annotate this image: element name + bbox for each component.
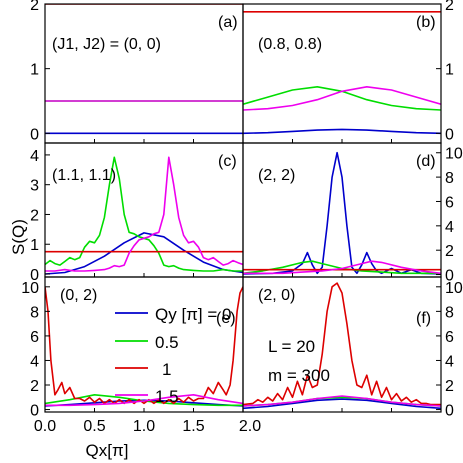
panel-frame-d bbox=[242, 142, 442, 278]
series-qy1-f bbox=[243, 282, 441, 406]
ytick-label-e: 0 bbox=[30, 403, 39, 420]
panel-tag-b: (b) bbox=[416, 14, 436, 31]
series-qy15-c bbox=[45, 156, 243, 272]
ytick-label-e: 4 bbox=[30, 353, 39, 370]
y-axis-label: S(Q) bbox=[9, 219, 28, 255]
series-qy0-f bbox=[243, 398, 441, 410]
x-axis-label: Qx[π] bbox=[86, 441, 129, 460]
ytick-label-f: 8 bbox=[445, 304, 454, 321]
ytick-label-c: 0 bbox=[30, 267, 39, 284]
series-qy15-f bbox=[243, 395, 441, 407]
ytick-label-d: 6 bbox=[445, 194, 454, 211]
panel-b: 0 1 2 (b) (0.8, 0.8) bbox=[242, 0, 454, 144]
ytick-label-c: 3 bbox=[30, 178, 39, 195]
ytick-label-f: 10 bbox=[445, 280, 463, 297]
ytick-label-d: 2 bbox=[445, 243, 454, 260]
panel-tag-d: (d) bbox=[416, 153, 436, 170]
panel-frame-b bbox=[242, 3, 442, 144]
panel-c: 0 1 2 3 4 (c) (1.1, 1.1) bbox=[30, 142, 244, 284]
ytick-label-a: 2 bbox=[30, 0, 39, 14]
series-qy1-e bbox=[45, 286, 243, 405]
panel-tag-a: (a) bbox=[218, 14, 238, 31]
legend-label-qy05: 0.5 bbox=[155, 333, 179, 352]
panel-label-d: (2, 2) bbox=[258, 167, 295, 184]
legend-label-qy1: 1 bbox=[162, 360, 171, 379]
ytick-label-e: 10 bbox=[21, 280, 39, 297]
xtick-label-e: 2.0 bbox=[239, 418, 261, 435]
panel-tag-f: (f) bbox=[416, 310, 431, 327]
ytick-label-c: 1 bbox=[30, 237, 39, 254]
ytick-label-a: 1 bbox=[30, 62, 39, 79]
ytick-label-e: 2 bbox=[30, 378, 39, 395]
param-m: m = 300 bbox=[268, 366, 330, 385]
legend: Qy [π] = 0 0.5 1 1.5 bbox=[115, 305, 231, 406]
series-qy05-b bbox=[243, 86, 441, 111]
ytick-label-f: 0 bbox=[445, 403, 454, 420]
series-qy0-c bbox=[45, 232, 243, 275]
ytick-label-f: 4 bbox=[445, 353, 454, 370]
ytick-label-a: 0 bbox=[30, 126, 39, 143]
ytick-label-e: 8 bbox=[30, 304, 39, 321]
ytick-label-d: 0 bbox=[445, 268, 454, 285]
ytick-label-f: 2 bbox=[445, 378, 454, 395]
series-qy0-d bbox=[243, 151, 441, 275]
ytick-label-c: 4 bbox=[30, 148, 39, 165]
panel-label-c: (1.1, 1.1) bbox=[52, 167, 116, 184]
param-L: L = 20 bbox=[268, 337, 315, 356]
panel-a: 0 1 2 (a) (J1, J2) = (0, 0) bbox=[30, 0, 244, 144]
ytick-label-d: 8 bbox=[445, 170, 454, 187]
xtick-label-e: 0.5 bbox=[83, 418, 105, 435]
series-qy05-c bbox=[45, 156, 243, 272]
series-qy15-b bbox=[243, 86, 441, 111]
xtick-label-e: 1.0 bbox=[133, 418, 155, 435]
ytick-label-b: 1 bbox=[445, 62, 454, 79]
panel-f: 0 2 4 6 8 10 (f) (2, 0) bbox=[242, 276, 463, 420]
ytick-label-d: 10 bbox=[445, 146, 463, 163]
ytick-label-b: 2 bbox=[445, 0, 454, 14]
ytick-label-f: 6 bbox=[445, 329, 454, 346]
series-qy15-e bbox=[45, 393, 243, 407]
ytick-label-d: 4 bbox=[445, 219, 454, 236]
legend-label-qy0: Qy [π] = 0 bbox=[155, 305, 231, 324]
panel-tag-e: (e) bbox=[216, 310, 236, 327]
ytick-label-c: 2 bbox=[30, 207, 39, 224]
panel-d: 0 2 4 6 8 10 (d) (2, 2) bbox=[242, 142, 463, 285]
legend-label-qy15: 1.5 bbox=[155, 387, 179, 406]
panels: 012(a)(J1, J2) = (0, 0)012(b)(0.8, 0.8)0… bbox=[21, 0, 463, 435]
xtick-label-e: 1.5 bbox=[182, 418, 204, 435]
series-qy05-d bbox=[243, 260, 441, 275]
panel-tag-c: (c) bbox=[218, 153, 237, 170]
series-qy0-b bbox=[243, 128, 441, 135]
panel-label-b: (0.8, 0.8) bbox=[258, 36, 322, 53]
series-qy15-d bbox=[243, 260, 441, 275]
panel-label-f: (2, 0) bbox=[258, 287, 295, 304]
ytick-label-e: 6 bbox=[30, 329, 39, 346]
ytick-label-b: 0 bbox=[445, 126, 454, 143]
panel-label-a: (J1, J2) = (0, 0) bbox=[52, 36, 161, 53]
panel-label-e: (0, 2) bbox=[60, 287, 97, 304]
xtick-label-e: 0.0 bbox=[34, 418, 56, 435]
panel-frame-a bbox=[44, 3, 244, 144]
